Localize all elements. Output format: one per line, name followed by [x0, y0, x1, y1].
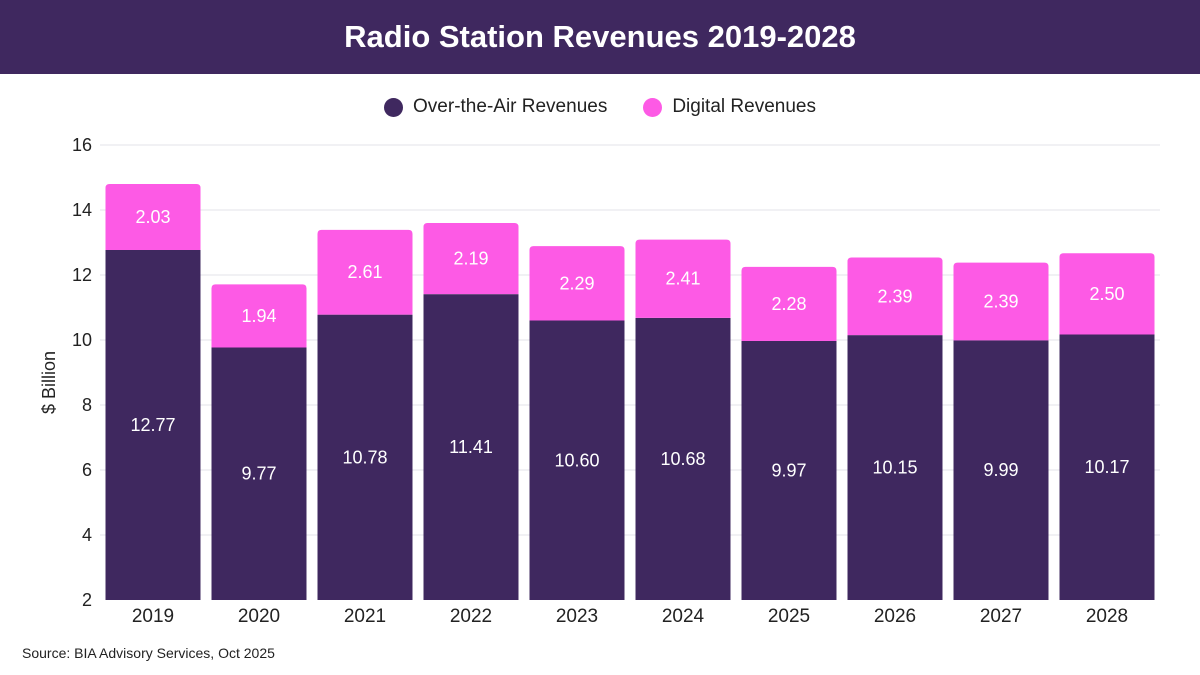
y-tick-label: 4 [82, 525, 92, 545]
bar-ota-2028[interactable] [1059, 334, 1155, 600]
data-label-digital: 2.50 [1089, 284, 1124, 304]
bar-digital-2027[interactable] [953, 262, 1049, 341]
x-tick-label: 2024 [662, 606, 705, 627]
legend-item-digital[interactable]: Digital Revenues [643, 96, 816, 118]
x-tick-label: 2022 [450, 606, 492, 627]
data-label-digital: 2.03 [135, 207, 170, 227]
bar-ota-2021[interactable] [317, 314, 413, 600]
data-label-ota: 9.77 [241, 464, 276, 484]
x-tick-label: 2023 [556, 606, 598, 627]
y-tick-label: 8 [82, 395, 92, 415]
data-label-digital: 2.61 [347, 262, 382, 282]
y-tick-label: 6 [82, 460, 92, 480]
data-label-digital: 1.94 [241, 306, 276, 326]
data-label-ota: 10.60 [554, 450, 599, 470]
bar-digital-2023[interactable] [529, 246, 625, 321]
x-tick-label: 2021 [344, 606, 386, 627]
data-label-digital: 2.19 [453, 249, 488, 269]
data-label-digital: 2.39 [877, 286, 912, 306]
x-tick-label: 2019 [132, 606, 174, 627]
legend-swatch-ota [384, 97, 404, 117]
x-tick-label: 2026 [874, 606, 916, 627]
chart-legend: Over-the-Air Revenues Digital Revenues [0, 96, 1200, 118]
chart-title: Radio Station Revenues 2019-2028 [344, 19, 856, 54]
bar-digital-2021[interactable] [317, 229, 413, 315]
y-tick-label: 2 [82, 590, 92, 610]
bar-ota-2027[interactable] [953, 340, 1049, 600]
legend-label-ota: Over-the-Air Revenues [413, 96, 608, 117]
chart-title-bar: Radio Station Revenues 2019-2028 [0, 0, 1200, 74]
bar-digital-2022[interactable] [423, 223, 519, 295]
x-tick-label: 2027 [980, 606, 1022, 627]
legend-swatch-digital [643, 97, 663, 117]
data-label-ota: 9.99 [983, 460, 1018, 480]
data-label-ota: 11.41 [449, 437, 493, 457]
bar-digital-2020[interactable] [211, 284, 307, 348]
bar-ota-2026[interactable] [847, 335, 943, 600]
data-label-digital: 2.41 [665, 269, 700, 289]
bar-ota-2020[interactable] [211, 347, 307, 600]
bar-digital-2028[interactable] [1059, 253, 1155, 335]
bar-ota-2022[interactable] [423, 294, 519, 600]
y-axis-title: $ Billion [39, 351, 59, 414]
bar-digital-2026[interactable] [847, 257, 943, 336]
bar-ota-2023[interactable] [529, 320, 625, 601]
legend-item-ota[interactable]: Over-the-Air Revenues [384, 96, 607, 118]
data-label-ota: 10.78 [342, 447, 387, 467]
y-tick-label: 16 [72, 135, 92, 155]
data-label-ota: 12.77 [130, 415, 175, 435]
bar-ota-2025[interactable] [741, 340, 837, 600]
data-label-ota: 10.15 [872, 458, 917, 478]
bar-digital-2025[interactable] [741, 266, 837, 341]
y-tick-label: 10 [72, 330, 92, 350]
data-label-ota: 10.68 [660, 449, 705, 469]
x-tick-label: 2020 [238, 606, 280, 627]
bar-digital-2024[interactable] [635, 239, 731, 318]
data-label-digital: 2.39 [983, 291, 1018, 311]
data-label-ota: 10.17 [1084, 457, 1129, 477]
x-tick-label: 2025 [768, 606, 810, 627]
bar-ota-2019[interactable] [105, 249, 201, 600]
y-tick-label: 12 [72, 265, 92, 285]
bar-ota-2024[interactable] [635, 317, 731, 600]
x-tick-label: 2028 [1086, 606, 1128, 627]
source-note: Source: BIA Advisory Services, Oct 2025 [22, 645, 275, 661]
data-label-digital: 2.29 [559, 273, 594, 293]
legend-label-digital: Digital Revenues [672, 96, 816, 117]
y-tick-label: 14 [72, 200, 92, 220]
data-label-ota: 9.97 [771, 460, 806, 480]
data-label-digital: 2.28 [771, 294, 806, 314]
bar-digital-2019[interactable] [105, 184, 201, 250]
